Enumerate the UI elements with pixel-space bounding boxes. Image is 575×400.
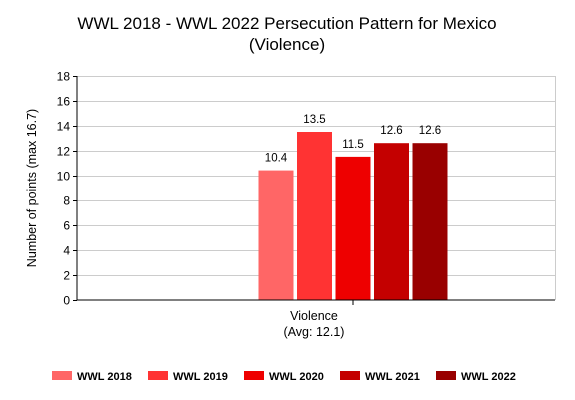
y-tick-label: 2 (63, 269, 70, 283)
y-tick-label: 10 (57, 170, 71, 184)
legend-label: WWL 2021 (365, 371, 420, 383)
data-label: 13.5 (303, 114, 325, 126)
data-labels: 10.4 13.5 11.5 12.6 12.6 (265, 114, 441, 165)
legend-swatch (148, 371, 168, 380)
y-tick-label: 0 (63, 294, 70, 308)
axes (76, 76, 555, 305)
y-tick-label: 6 (63, 219, 70, 233)
y-tick-label: 4 (63, 244, 70, 258)
legend-label: WWL 2019 (173, 371, 228, 383)
legend: WWL 2018 WWL 2019 WWL 2020 WWL 2021 WWL 2022 (52, 371, 516, 383)
x-category-average-label: (Avg: 12.1) (284, 325, 345, 339)
y-tick-label: 14 (57, 120, 71, 134)
legend-label: WWL 2018 (77, 371, 132, 383)
bar-wwl-2018 (258, 170, 294, 300)
bar-wwl-2022 (412, 143, 448, 300)
chart-title: WWL 2018 - WWL 2022 Persecution Pattern … (77, 14, 496, 54)
y-axis-ticks: 0 2 4 6 8 10 12 14 16 18 (57, 70, 77, 308)
legend-swatch (52, 371, 72, 380)
bar-wwl-2019 (297, 132, 332, 300)
x-axis-category: Violence (Avg: 12.1) (284, 309, 345, 339)
x-category-label: Violence (290, 309, 338, 323)
y-tick-label: 18 (57, 70, 71, 84)
bar-wwl-2021 (374, 143, 409, 300)
bars (258, 132, 448, 300)
legend-label: WWL 2022 (461, 371, 516, 383)
legend-swatch (340, 371, 360, 380)
y-tick-label: 8 (63, 194, 70, 208)
legend-swatch (436, 371, 456, 380)
bar-wwl-2020 (335, 156, 371, 300)
data-label: 12.6 (419, 125, 441, 137)
chart-title-line-2: (Violence) (249, 35, 325, 54)
data-label: 11.5 (342, 139, 364, 151)
data-label: 12.6 (380, 125, 402, 137)
data-label: 10.4 (265, 153, 288, 165)
y-tick-label: 12 (57, 145, 71, 159)
legend-label: WWL 2020 (269, 371, 324, 383)
chart-title-line-1: WWL 2018 - WWL 2022 Persecution Pattern … (77, 14, 496, 33)
legend-swatch (244, 371, 264, 380)
y-tick-label: 16 (57, 95, 71, 109)
y-axis-title: Number of points (max 16.7) (25, 109, 39, 267)
